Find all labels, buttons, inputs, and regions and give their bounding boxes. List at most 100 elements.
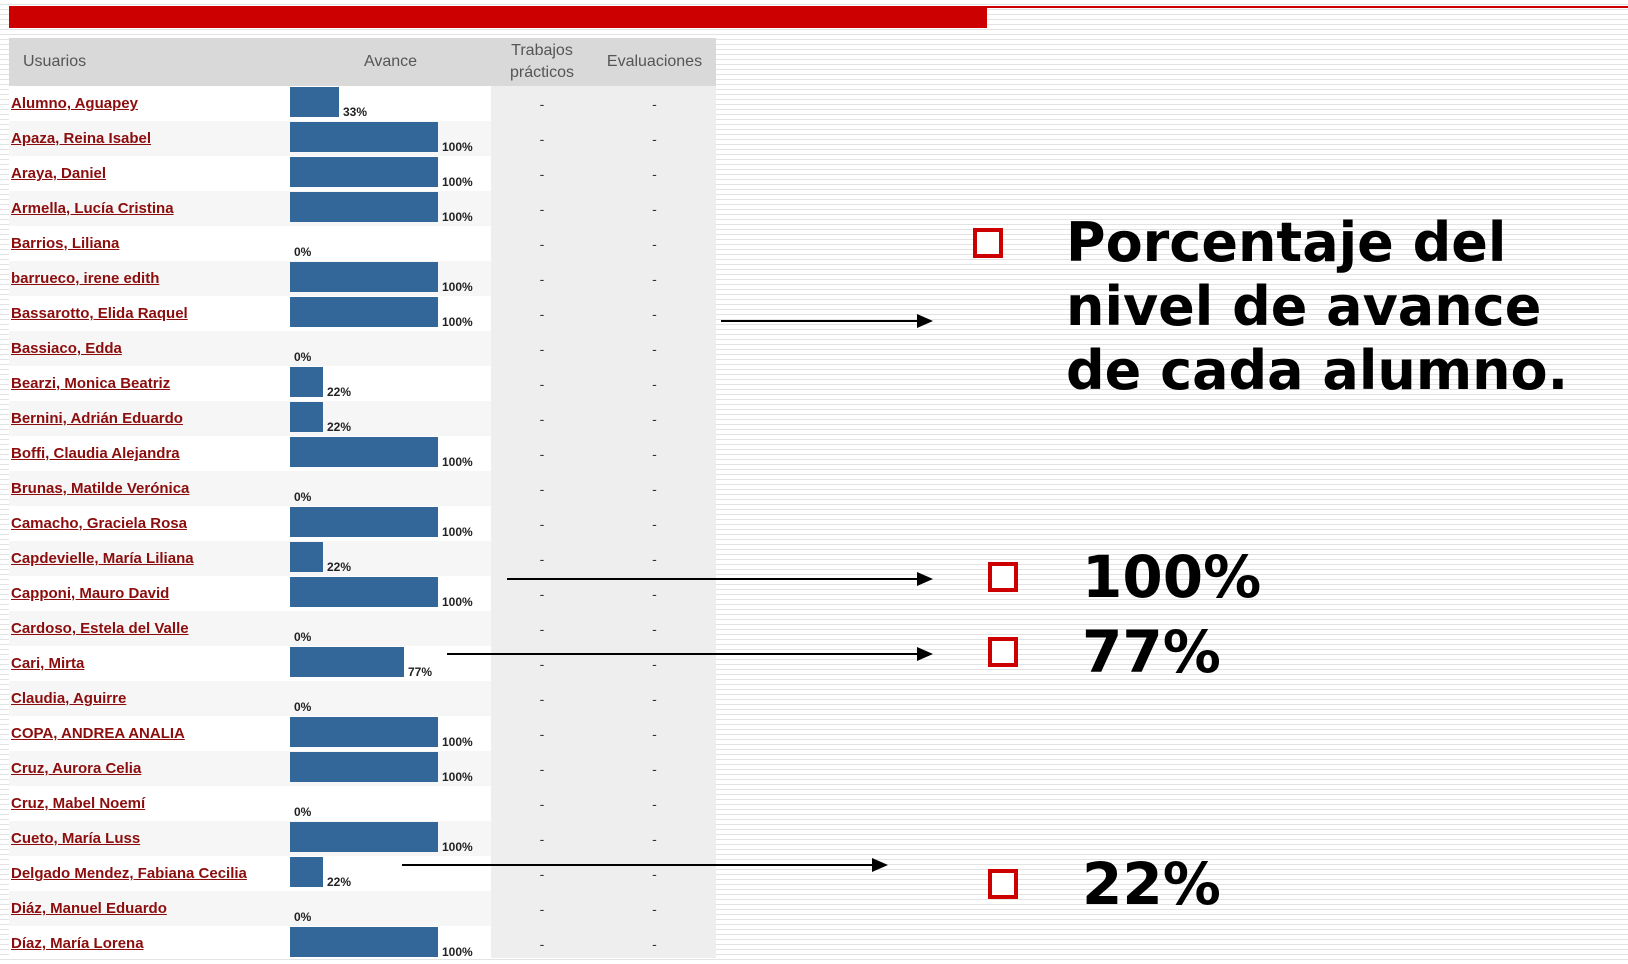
progress-bar: [290, 717, 438, 747]
progress-bar: [290, 437, 438, 467]
student-name-link[interactable]: Alumno, Aguapey: [11, 95, 138, 112]
student-name-link[interactable]: Araya, Daniel: [11, 165, 107, 182]
trabajos-practicos-cell: -: [491, 611, 593, 646]
evaluaciones-cell: -: [593, 541, 716, 576]
arrow-to-77-percent: [447, 647, 933, 661]
table-row: Bearzi, Monica Beatriz 22% - -: [9, 366, 716, 401]
student-name-link[interactable]: Camacho, Graciela Rosa: [11, 515, 187, 532]
student-cell: Bassiaco, Edda: [9, 331, 290, 366]
table-row: Barrios, Liliana 0% - -: [9, 226, 716, 261]
student-name-link[interactable]: Boffi, Claudia Alejandra: [11, 445, 180, 462]
progress-bar: [290, 87, 339, 117]
arrow-to-description: [721, 314, 933, 328]
progress-percent: 0%: [294, 805, 312, 819]
progress-percent: 0%: [294, 490, 312, 504]
student-cell: Bearzi, Monica Beatriz: [9, 366, 290, 401]
trabajos-practicos-cell: -: [491, 926, 593, 958]
percent-77-label: 77%: [1082, 618, 1221, 686]
student-name-link[interactable]: Cruz, Aurora Celia: [11, 760, 142, 777]
student-name-link[interactable]: Diáz, Manuel Eduardo: [11, 900, 167, 917]
evaluaciones-cell: -: [593, 506, 716, 541]
trabajos-practicos-cell: -: [491, 261, 593, 296]
trabajos-practicos-cell: -: [491, 471, 593, 506]
column-header-avance[interactable]: Avance: [290, 38, 491, 86]
column-header-usuarios[interactable]: Usuarios: [9, 38, 290, 86]
trabajos-practicos-cell: -: [491, 86, 593, 121]
title-bar: [9, 6, 987, 28]
column-header-trabajos-line2: prácticos: [509, 64, 575, 81]
percent-22-label: 22%: [1082, 850, 1221, 918]
evaluaciones-cell: -: [593, 646, 716, 681]
progress-cell: 0%: [290, 226, 491, 261]
student-name-link[interactable]: Claudia, Aguirre: [11, 690, 127, 707]
student-name-link[interactable]: Bernini, Adrián Eduardo: [11, 410, 183, 427]
arrow-to-100-percent: [507, 572, 933, 586]
progress-percent: 100%: [442, 595, 473, 609]
student-cell: Cari, Mirta: [9, 646, 290, 681]
student-name-link[interactable]: Barrios, Liliana: [11, 235, 120, 252]
trabajos-practicos-cell: -: [491, 436, 593, 471]
trabajos-practicos-cell: -: [491, 226, 593, 261]
evaluaciones-cell: -: [593, 226, 716, 261]
student-name-link[interactable]: Bassiaco, Edda: [11, 340, 122, 357]
table-row: COPA, ANDREA ANALIA 100% - -: [9, 716, 716, 751]
student-name-link[interactable]: Cari, Mirta: [11, 655, 85, 672]
progress-cell: 0%: [290, 331, 491, 366]
progress-bar: [290, 367, 323, 397]
progress-cell: 0%: [290, 471, 491, 506]
student-name-link[interactable]: Cueto, María Luss: [11, 830, 141, 847]
table-row: Bassarotto, Elida Raquel 100% - -: [9, 296, 716, 331]
student-cell: Apaza, Reina Isabel: [9, 121, 290, 156]
student-cell: barrueco, irene edith: [9, 261, 290, 296]
progress-cell: 100%: [290, 121, 491, 156]
progress-bar: [290, 507, 438, 537]
table-row: Bernini, Adrián Eduardo 22% - -: [9, 401, 716, 436]
trabajos-practicos-cell: -: [491, 541, 593, 576]
evaluaciones-cell: -: [593, 821, 716, 856]
progress-bar: [290, 542, 323, 572]
progress-percent: 0%: [294, 630, 312, 644]
student-name-link[interactable]: Díaz, María Lorena: [11, 935, 144, 952]
student-name-link[interactable]: Armella, Lucía Cristina: [11, 200, 174, 217]
student-name-link[interactable]: Brunas, Matilde Verónica: [11, 480, 190, 497]
student-cell: Delgado Mendez, Fabiana Cecilia: [9, 856, 290, 891]
table-row: Alumno, Aguapey 33% - -: [9, 86, 716, 121]
progress-cell: 100%: [290, 436, 491, 471]
progress-percent: 100%: [442, 770, 473, 784]
progress-percent: 22%: [327, 420, 352, 434]
student-name-link[interactable]: Cardoso, Estela del Valle: [11, 620, 189, 637]
column-header-trabajos-practicos[interactable]: Trabajos prácticos: [491, 38, 593, 86]
trabajos-practicos-cell: -: [491, 751, 593, 786]
student-name-link[interactable]: barrueco, irene edith: [11, 270, 160, 287]
progress-percent: 33%: [343, 105, 368, 119]
progress-bar: [290, 927, 438, 957]
student-name-link[interactable]: COPA, ANDREA ANALIA: [11, 725, 185, 742]
progress-cell: 0%: [290, 681, 491, 716]
student-name-link[interactable]: Delgado Mendez, Fabiana Cecilia: [11, 865, 247, 882]
evaluaciones-cell: -: [593, 436, 716, 471]
progress-percent: 100%: [442, 735, 473, 749]
trabajos-practicos-cell: -: [491, 821, 593, 856]
table-row: Cardoso, Estela del Valle 0% - -: [9, 611, 716, 646]
student-cell: Diáz, Manuel Eduardo: [9, 891, 290, 926]
progress-cell: 100%: [290, 506, 491, 541]
student-name-link[interactable]: Apaza, Reina Isabel: [11, 130, 152, 147]
student-name-link[interactable]: Capponi, Mauro David: [11, 585, 170, 602]
column-header-evaluaciones[interactable]: Evaluaciones: [593, 38, 716, 86]
student-name-link[interactable]: Cruz, Mabel Noemí: [11, 795, 146, 812]
progress-cell: 33%: [290, 86, 491, 121]
trabajos-practicos-cell: -: [491, 681, 593, 716]
student-cell: Bassarotto, Elida Raquel: [9, 296, 290, 331]
progress-percent: 22%: [327, 875, 352, 889]
progress-bar: [290, 262, 438, 292]
progress-bar: [290, 577, 438, 607]
progress-percent: 100%: [442, 525, 473, 539]
student-name-link[interactable]: Bassarotto, Elida Raquel: [11, 305, 188, 322]
evaluaciones-cell: -: [593, 261, 716, 296]
student-name-link[interactable]: Capdevielle, María Liliana: [11, 550, 194, 567]
student-name-link[interactable]: Bearzi, Monica Beatriz: [11, 375, 171, 392]
trabajos-practicos-cell: -: [491, 191, 593, 226]
progress-cell: 100%: [290, 716, 491, 751]
student-cell: Díaz, María Lorena: [9, 926, 290, 958]
progress-bar: [290, 647, 404, 677]
